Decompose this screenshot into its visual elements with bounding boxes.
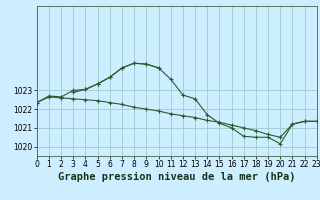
X-axis label: Graphe pression niveau de la mer (hPa): Graphe pression niveau de la mer (hPa) (58, 172, 296, 182)
